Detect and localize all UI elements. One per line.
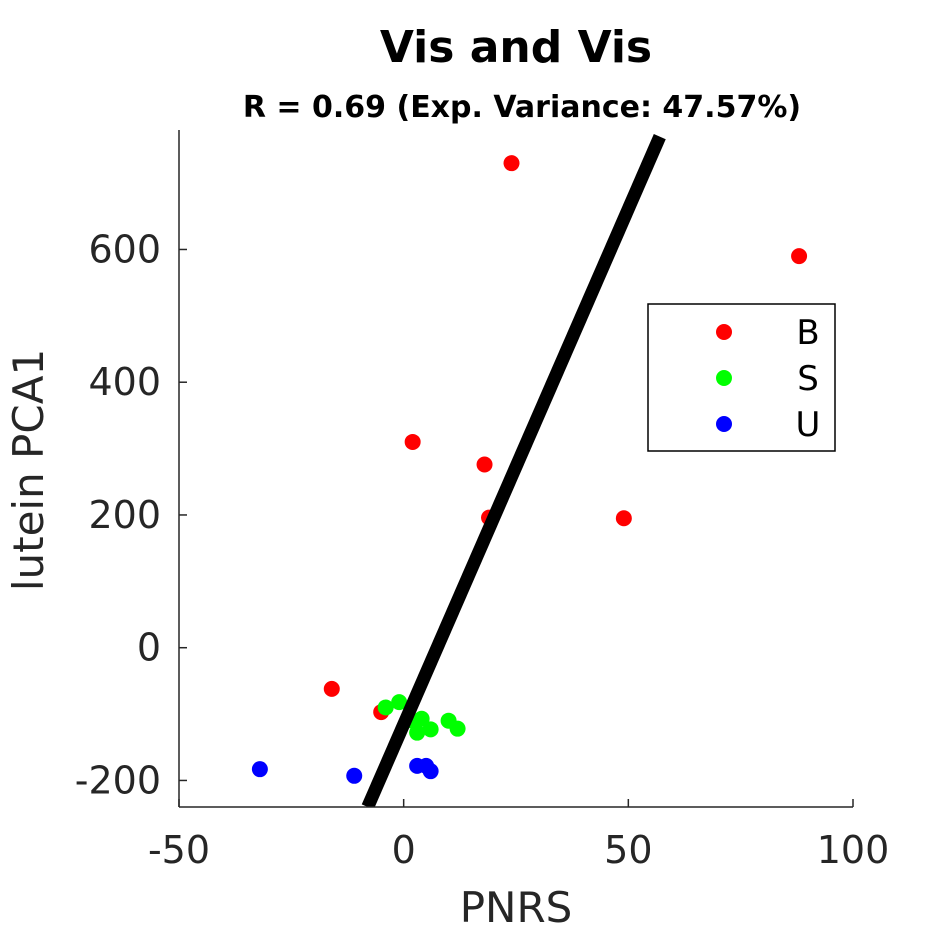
- legend-marker-b: [716, 324, 732, 340]
- x-axis-label: PNRS: [460, 883, 573, 932]
- legend-marker-u: [716, 416, 732, 432]
- data-point-s: [409, 724, 426, 741]
- y-tick-label: 0: [137, 626, 161, 670]
- data-point-b: [791, 248, 808, 265]
- axes: -50 0 50 100 -200 0 200 400 600: [75, 130, 890, 872]
- x-tick-label: 0: [392, 828, 416, 872]
- data-point-s: [413, 710, 430, 727]
- data-point-b: [404, 433, 421, 450]
- y-tick-label: -200: [75, 758, 161, 802]
- legend: BSU: [647, 303, 836, 452]
- data-point-b: [323, 680, 340, 697]
- data-point-u: [251, 761, 268, 778]
- data-point-s: [449, 720, 466, 737]
- data-point-s: [391, 694, 408, 711]
- data-point-s: [422, 721, 439, 738]
- data-point-u: [422, 763, 439, 780]
- y-tick-label: 600: [88, 227, 161, 271]
- regression-line: [361, 134, 666, 807]
- x-tick-label: -50: [148, 828, 210, 872]
- legend-box: [647, 303, 836, 452]
- y-tick-label: 200: [88, 493, 161, 537]
- legend-label-b: B: [796, 313, 819, 353]
- legend-marker-s: [716, 370, 732, 386]
- y-axis-label: lutein PCA1: [4, 349, 53, 591]
- chart-title: Vis and Vis: [380, 22, 652, 73]
- legend-label-u: U: [796, 405, 821, 445]
- data-point-b: [615, 510, 632, 527]
- data-point-b: [476, 456, 493, 473]
- y-tick-label: 400: [88, 360, 161, 404]
- data-point-s: [377, 699, 394, 716]
- plot-area: [251, 134, 808, 807]
- x-tick-label: 50: [604, 828, 652, 872]
- x-tick-label: 100: [817, 828, 890, 872]
- data-point-b: [503, 155, 520, 172]
- legend-label-s: S: [797, 359, 819, 399]
- data-point-u: [346, 767, 363, 784]
- chart-subtitle: R = 0.69 (Exp. Variance: 47.57%): [243, 90, 801, 125]
